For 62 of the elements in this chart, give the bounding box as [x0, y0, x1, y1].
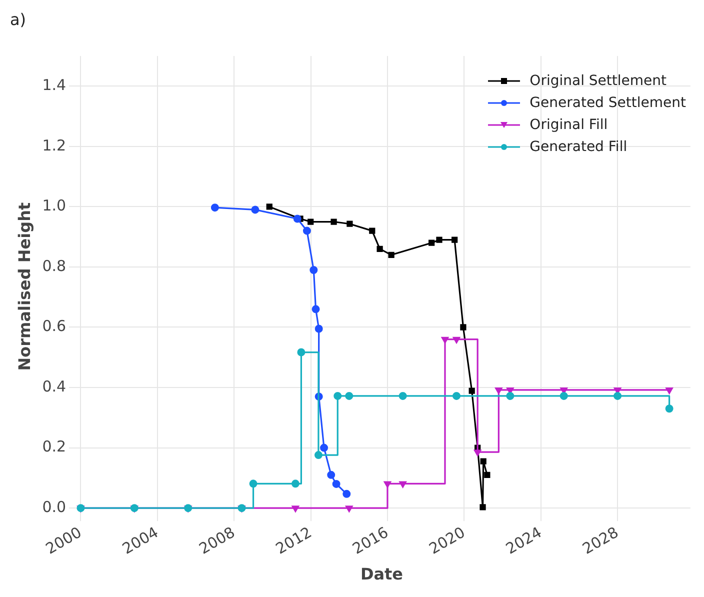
point	[369, 228, 376, 234]
y-tick-label: 0.6	[42, 317, 66, 336]
point	[560, 392, 568, 400]
y-tick-label: 1.2	[42, 136, 66, 154]
point	[468, 388, 475, 394]
point	[614, 392, 622, 400]
point	[506, 392, 514, 400]
y-tick-label: 0.2	[42, 438, 66, 456]
point	[441, 336, 449, 344]
point	[342, 490, 351, 498]
y-tick-label: 0.4	[42, 377, 66, 396]
point	[460, 324, 466, 330]
point	[297, 348, 306, 356]
point	[251, 206, 260, 214]
point	[293, 214, 302, 223]
point	[210, 204, 219, 212]
legend-label: Generated Settlement	[530, 94, 686, 113]
point	[495, 388, 502, 394]
point	[332, 480, 340, 488]
point	[346, 220, 353, 227]
legend-label: Original Fill	[530, 116, 608, 135]
point	[327, 470, 336, 479]
point	[452, 392, 460, 400]
chart-title: a)	[10, 10, 26, 29]
point	[436, 236, 442, 243]
point	[666, 388, 673, 394]
point	[330, 218, 337, 225]
point	[314, 324, 323, 333]
point	[428, 240, 435, 246]
legend-label: Generated Fill	[530, 138, 628, 157]
point	[484, 472, 490, 478]
point	[346, 506, 353, 512]
point	[345, 392, 354, 400]
point	[480, 458, 486, 464]
point	[292, 506, 300, 512]
point	[384, 481, 392, 488]
y-tick-label: 1.4	[42, 76, 66, 94]
point	[480, 504, 486, 510]
legend-label: Original Settlement	[530, 72, 666, 91]
point	[334, 392, 342, 400]
point	[308, 218, 314, 225]
x-axis-title: Date	[360, 564, 404, 584]
point	[312, 305, 320, 314]
point	[665, 404, 674, 413]
y-tick-label: 0.0	[42, 498, 66, 516]
point	[291, 480, 300, 488]
point	[398, 392, 407, 400]
point	[452, 236, 458, 243]
point	[302, 226, 311, 235]
point	[266, 204, 272, 210]
point	[310, 266, 318, 274]
point	[388, 252, 394, 258]
y-tick-label: 0.8	[42, 256, 66, 275]
point	[249, 480, 258, 488]
point	[314, 451, 322, 460]
point	[399, 481, 406, 488]
point	[452, 336, 460, 344]
point	[376, 246, 383, 252]
point	[320, 444, 328, 452]
y-tick-label: 1.0	[42, 196, 66, 215]
y-axis-title: Normalised Height	[14, 202, 34, 371]
point	[474, 450, 482, 456]
